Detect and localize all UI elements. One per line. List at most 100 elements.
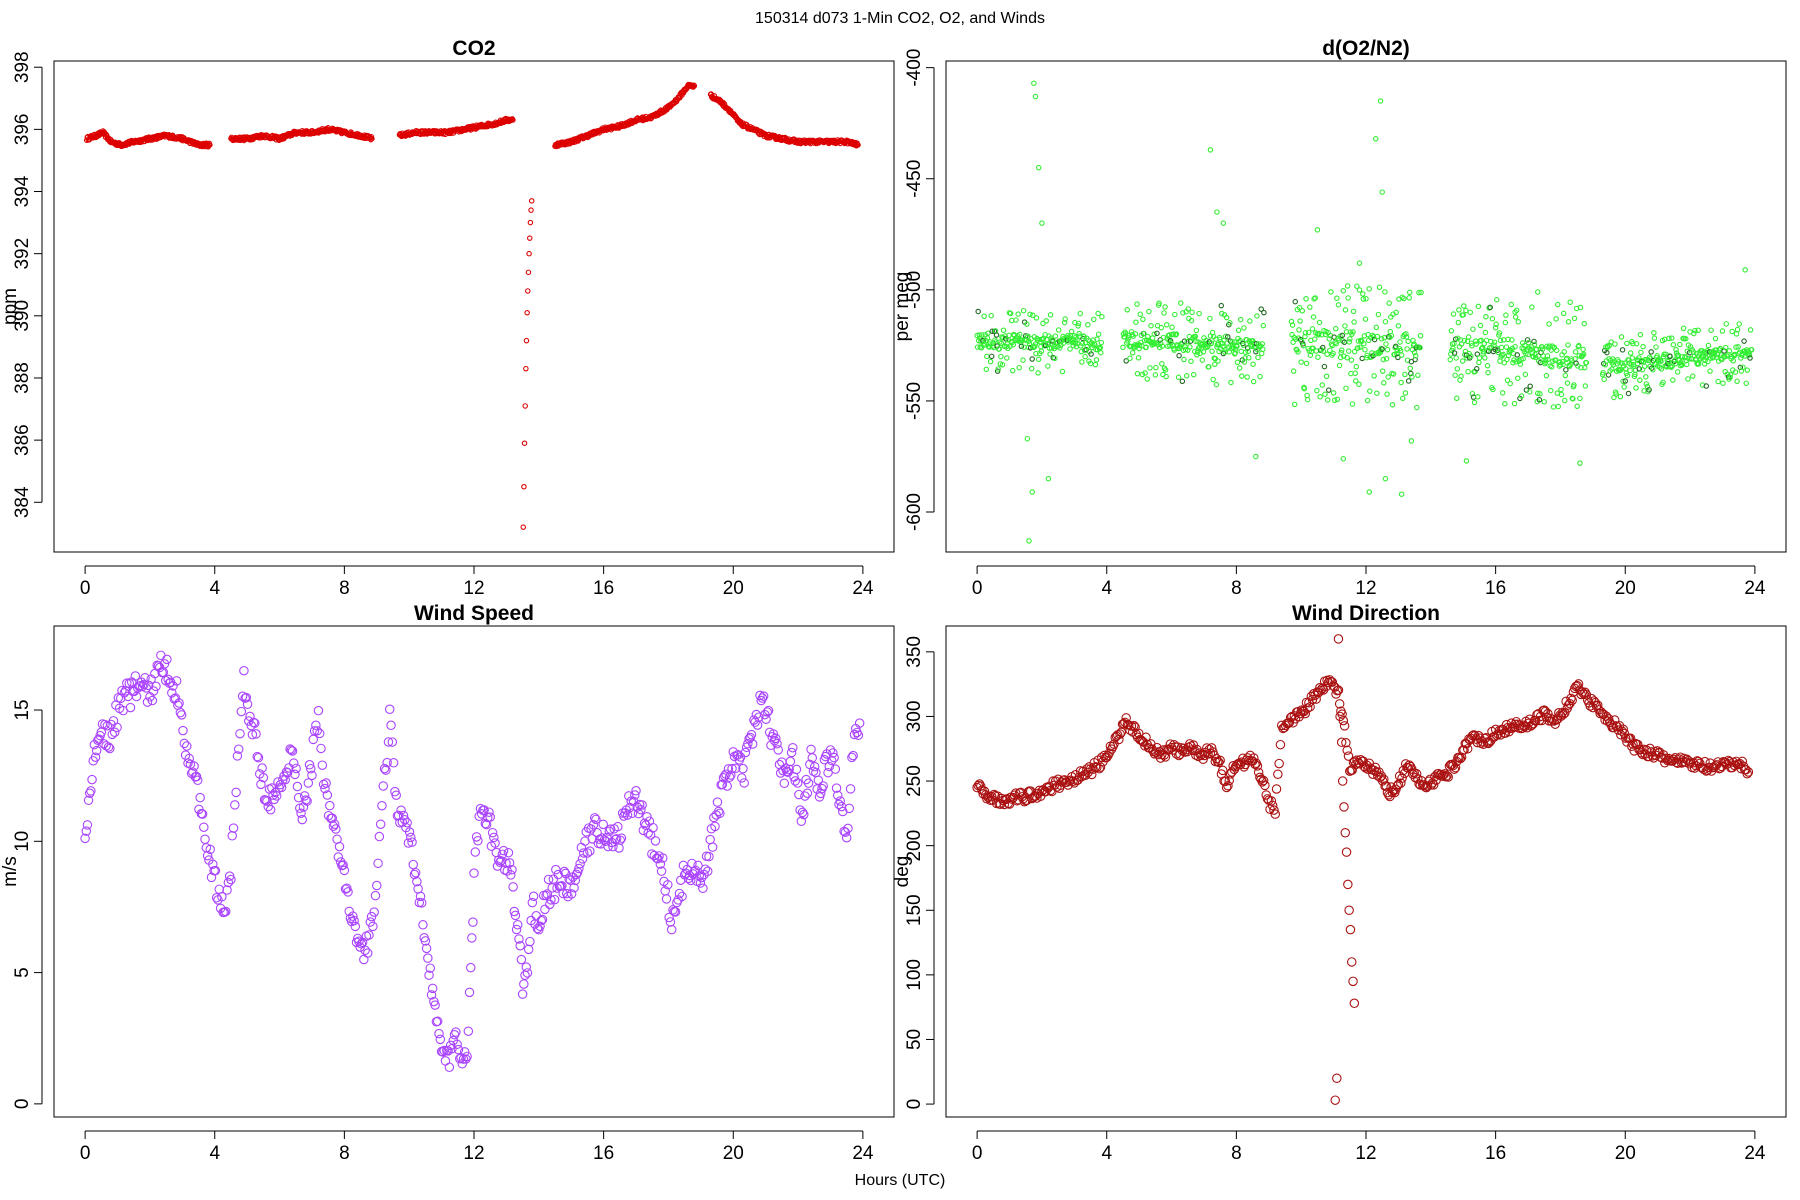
data-point — [1299, 308, 1306, 314]
data-point — [726, 770, 736, 780]
data-point — [175, 707, 186, 718]
data-point — [1077, 310, 1084, 317]
data-point — [1292, 298, 1298, 305]
data-point — [1301, 385, 1308, 392]
data-point — [979, 332, 985, 338]
data-point — [1143, 344, 1149, 350]
data-point — [1359, 355, 1365, 362]
data-point — [1554, 390, 1560, 396]
data-point — [1513, 358, 1519, 365]
data-point — [1238, 348, 1244, 355]
data-point — [1452, 372, 1458, 379]
data-point — [1007, 310, 1014, 317]
data-point — [205, 844, 215, 855]
y-tick-label: 0 — [12, 1099, 33, 1110]
data-point — [1461, 303, 1467, 309]
data-point — [1583, 359, 1590, 366]
figure-title: 150314 d073 1-Min CO2, O2, and Winds — [755, 10, 1045, 27]
data-point — [1334, 295, 1340, 301]
data-point — [1163, 321, 1170, 328]
data-point — [1085, 321, 1091, 328]
data-point — [479, 805, 489, 815]
data-point — [1462, 744, 1473, 754]
data-point — [1193, 327, 1200, 334]
panel-title: Wind Speed — [414, 602, 534, 625]
panel-title: d(O2/N2) — [1322, 37, 1410, 60]
panel-title: CO2 — [452, 37, 495, 60]
data-point — [1604, 349, 1610, 356]
data-point — [1412, 352, 1419, 359]
data-point — [981, 313, 987, 320]
data-point — [1333, 634, 1344, 644]
data-point — [1707, 368, 1713, 374]
data-point — [354, 936, 364, 947]
data-point — [1362, 316, 1369, 322]
y-tick-label: 394 — [12, 175, 33, 207]
data-point — [285, 744, 295, 754]
data-point — [1399, 395, 1406, 402]
data-point — [293, 792, 304, 803]
data-point — [1620, 733, 1631, 743]
data-point — [386, 720, 396, 731]
data-point — [1361, 340, 1367, 347]
data-point — [109, 727, 120, 738]
data-point — [1384, 391, 1390, 397]
data-point — [378, 781, 389, 791]
data-point — [1227, 320, 1233, 326]
data-point — [1181, 338, 1188, 344]
data-point — [1120, 344, 1126, 351]
x-tick-label: 12 — [463, 1143, 484, 1164]
data-point — [1095, 762, 1106, 772]
data-point — [1136, 342, 1143, 349]
data-point — [253, 753, 264, 763]
data-point — [1627, 367, 1633, 374]
data-point — [843, 823, 853, 834]
data-point — [1255, 354, 1261, 361]
x-tick-label: 0 — [80, 1143, 91, 1164]
data-point — [1080, 770, 1091, 781]
data-point — [331, 824, 341, 834]
data-point — [1363, 295, 1369, 302]
x-tick-label: 20 — [723, 1143, 744, 1164]
data-point — [1045, 363, 1051, 369]
data-point — [1320, 348, 1327, 354]
data-point — [1204, 344, 1211, 350]
data-point — [423, 953, 433, 963]
data-point — [999, 799, 1010, 810]
data-point — [462, 1051, 472, 1062]
data-point — [1379, 774, 1389, 785]
data-point — [360, 945, 370, 956]
data-point — [1236, 365, 1243, 371]
data-point — [377, 800, 387, 811]
data-point — [1398, 491, 1405, 497]
data-point — [250, 718, 260, 728]
data-point — [80, 833, 90, 844]
data-point — [1339, 802, 1349, 812]
data-point — [777, 757, 787, 767]
data-point — [1508, 301, 1515, 308]
data-point — [86, 786, 96, 796]
data-point — [1554, 301, 1561, 308]
data-point — [824, 761, 835, 772]
data-point — [1033, 315, 1040, 321]
data-point — [848, 750, 858, 761]
y-tick-label: 398 — [12, 51, 33, 83]
data-point — [1705, 342, 1712, 349]
data-point — [1024, 321, 1030, 327]
data-point — [1153, 364, 1159, 371]
data-point — [297, 814, 307, 825]
data-point — [1527, 383, 1533, 390]
data-point — [1016, 364, 1022, 371]
data-point — [287, 746, 298, 756]
data-point — [1501, 359, 1508, 366]
data-point — [1720, 380, 1726, 386]
data-point — [1550, 719, 1560, 729]
data-point — [1747, 327, 1754, 333]
data-point — [242, 699, 253, 709]
data-point — [1685, 376, 1691, 382]
data-point — [1484, 362, 1491, 369]
data-point — [1020, 307, 1027, 314]
data-point — [1325, 387, 1332, 393]
data-point — [497, 849, 508, 860]
y-tick-label: 200 — [904, 830, 925, 862]
